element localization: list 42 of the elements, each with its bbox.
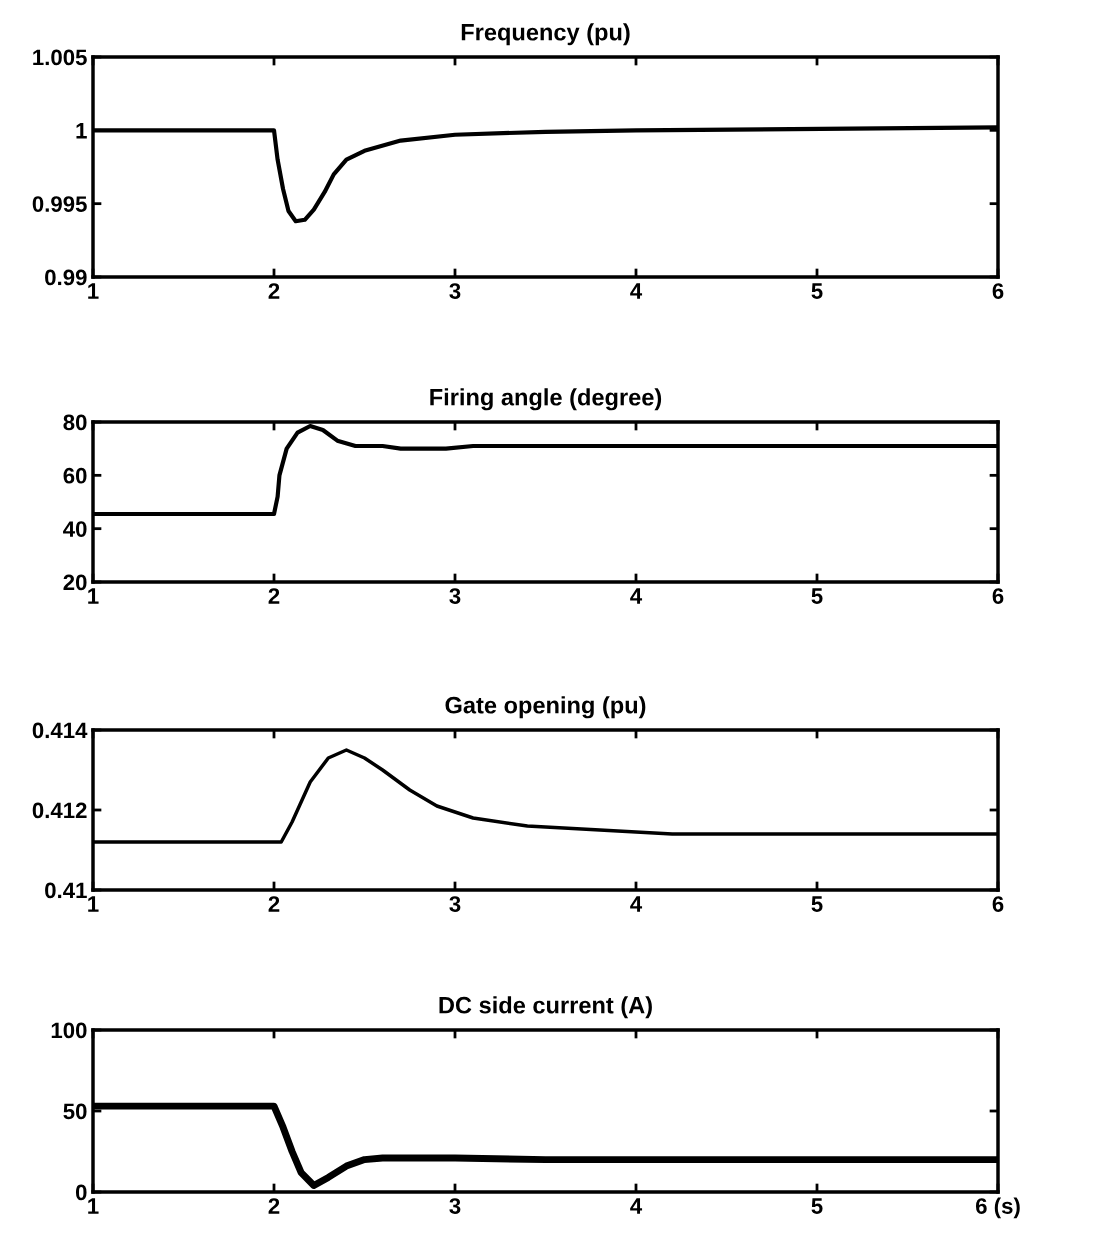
chart-title: Gate opening (pu): [445, 696, 646, 719]
x-tick-label: 4: [630, 283, 643, 299]
y-tick-label: 60: [63, 467, 87, 484]
x-tick-label: 6: [992, 896, 1004, 912]
x-tick-label: 3: [449, 588, 461, 604]
x-tick-label: 2: [268, 896, 280, 912]
y-tick-label: 0.99: [45, 269, 87, 286]
y-tick-label: 40: [63, 521, 87, 537]
y-tick-label: 20: [63, 574, 87, 591]
y-tick-label: 0: [75, 1184, 87, 1201]
x-tick-label: 5: [811, 1198, 823, 1214]
x-tick-label: 6: [992, 588, 1004, 604]
x-tick-label: 2: [268, 588, 280, 604]
y-tick-label: 80: [63, 414, 87, 431]
y-tick-label: 0.995: [32, 196, 87, 212]
x-tick-label: 5: [811, 283, 823, 299]
chart-title: Firing angle (degree): [430, 388, 662, 411]
y-tick-label: 0.41: [45, 882, 87, 899]
x-tick-label: 6: [992, 283, 1004, 299]
y-tick-label: 50: [63, 1103, 87, 1120]
x-tick-label: 4: [630, 896, 643, 912]
y-tick-label: 1.005: [33, 49, 87, 66]
x-tick-label: 4: [630, 588, 643, 604]
x-tick-label: 3: [449, 896, 461, 912]
x-tick-label: 2: [268, 1198, 280, 1214]
x-tick-label: 5: [811, 588, 823, 604]
chart-title: Frequency (pu): [461, 23, 630, 46]
x-tick-label: 2: [268, 283, 280, 299]
y-tick-label: 100: [51, 1022, 87, 1039]
x-tick-label: 3: [449, 1198, 461, 1214]
x-tick-label: 1: [88, 1198, 99, 1214]
x-tick-label: 4: [630, 1198, 643, 1214]
chart-title: DC side current (A): [439, 996, 652, 1019]
x-tick-label: 1: [88, 588, 99, 604]
y-tick-label: 0.414: [32, 722, 88, 739]
x-tick-label: 1: [88, 283, 99, 299]
y-tick-label: 1: [76, 123, 87, 139]
x-tick-label: 5: [811, 896, 823, 912]
x-tick-label: 3: [449, 283, 461, 299]
y-tick-label: 0.412: [32, 802, 87, 819]
x-tick-label: 6 (s): [975, 1197, 1020, 1219]
x-tick-label: 1: [88, 896, 99, 912]
